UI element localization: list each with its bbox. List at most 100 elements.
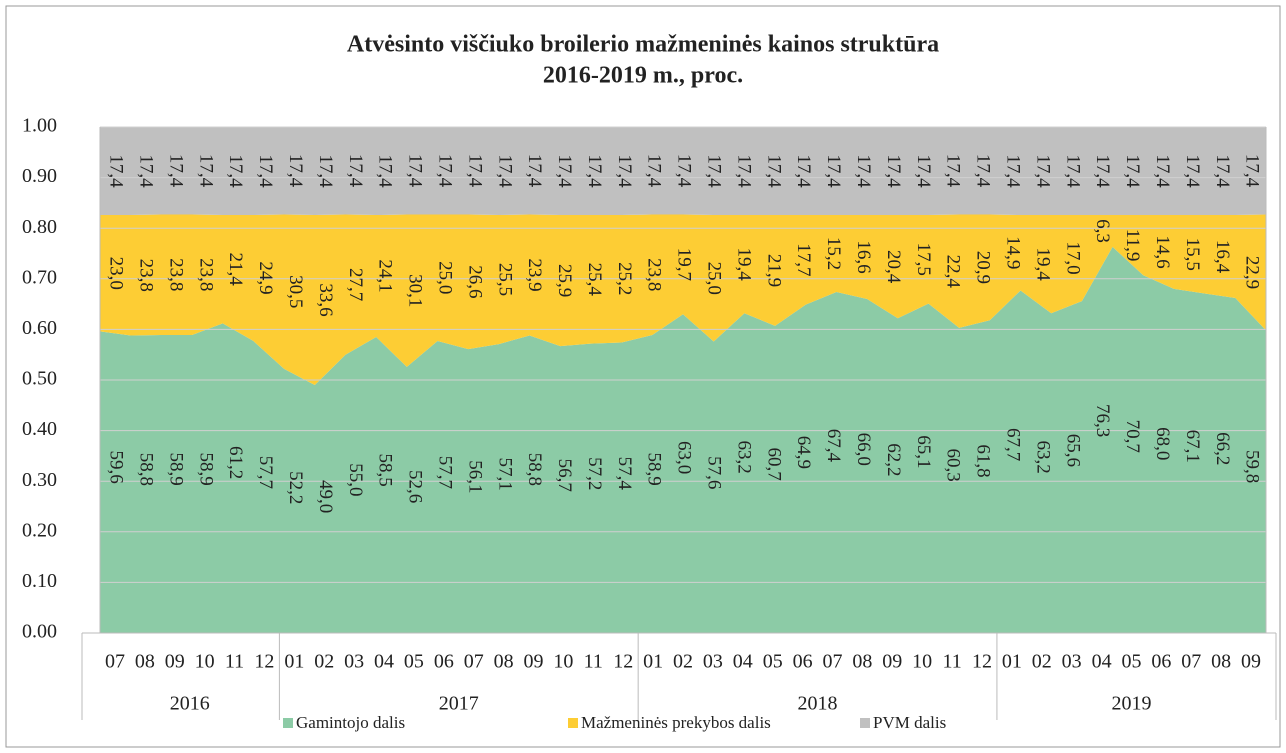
data-label: 30,5 [285, 275, 306, 308]
data-label: 17,4 [554, 154, 575, 188]
data-label: 25,0 [434, 261, 455, 294]
data-label: 17,4 [405, 154, 426, 188]
data-label: 25,5 [494, 263, 515, 296]
x-tick-label: 02 [314, 651, 334, 673]
data-label: 6,3 [1092, 219, 1113, 243]
data-label: 61,8 [973, 444, 994, 477]
data-label: 17,4 [913, 154, 934, 188]
data-label: 57,6 [704, 456, 725, 489]
data-label: 58,9 [644, 452, 665, 485]
data-label: 67,4 [823, 429, 844, 463]
x-tick-label: 11 [584, 651, 603, 673]
data-label: 20,9 [973, 251, 994, 284]
x-tick-label: 05 [763, 651, 783, 673]
x-tick-label: 08 [135, 651, 155, 673]
y-tick-label: 0.20 [22, 519, 57, 541]
data-label: 17,5 [913, 243, 934, 276]
x-tick-label: 08 [1211, 651, 1231, 673]
data-label: 17,4 [733, 154, 754, 188]
data-label: 19,7 [674, 248, 695, 281]
data-label: 17,0 [1062, 241, 1083, 274]
x-tick-label: 12 [254, 651, 274, 673]
x-tick-label: 04 [1092, 651, 1112, 673]
data-label: 62,2 [883, 443, 904, 476]
data-label: 63,2 [733, 440, 754, 473]
data-label: 59,6 [106, 451, 127, 484]
data-label: 17,4 [434, 154, 455, 188]
x-tick-label: 06 [434, 651, 454, 673]
group-label: 2019 [1111, 693, 1151, 715]
data-label: 17,4 [1182, 154, 1203, 188]
data-label: 58,9 [195, 452, 216, 485]
x-tick-label: 03 [344, 651, 364, 673]
data-label: 17,4 [973, 154, 994, 188]
data-label: 14,6 [1152, 235, 1173, 268]
x-tick-label: 08 [852, 651, 872, 673]
y-tick-label: 0.40 [22, 418, 57, 440]
data-label: 19,4 [733, 248, 754, 282]
x-tick-label: 10 [553, 651, 573, 673]
data-labels: 59,6 58,8 58,9 58,9 61,2 57,7 52,2 49,0 55,0 58,5… [106, 154, 1263, 513]
data-label: 57,1 [494, 457, 515, 490]
y-tick-label: 0.10 [22, 570, 57, 592]
x-tick-label: 07 [1181, 651, 1201, 673]
data-label: 49,0 [315, 480, 336, 513]
data-label: 17,4 [1122, 154, 1143, 188]
x-tick-label: 09 [882, 651, 902, 673]
legend-label: Mažmeninės prekybos dalis [581, 713, 771, 732]
data-label: 59,8 [1242, 450, 1263, 483]
x-tick-label: 10 [912, 651, 932, 673]
data-label: 56,7 [554, 459, 575, 492]
y-tick-label: 0.00 [22, 621, 57, 643]
data-label: 17,4 [255, 154, 276, 188]
x-tick-label: 02 [673, 651, 693, 673]
data-label: 61,2 [225, 446, 246, 479]
data-label: 25,2 [614, 262, 635, 295]
legend-swatch [568, 718, 578, 728]
data-label: 23,8 [195, 258, 216, 291]
data-label: 17,4 [823, 154, 844, 188]
data-label: 17,4 [763, 154, 784, 188]
data-label: 21,9 [763, 254, 784, 287]
data-label: 63,2 [1032, 440, 1053, 473]
data-label: 17,4 [943, 154, 964, 188]
data-label: 65,6 [1062, 434, 1083, 467]
data-label: 17,4 [584, 154, 605, 188]
y-tick-label: 1.00 [22, 115, 57, 137]
data-label: 33,6 [315, 283, 336, 316]
data-label: 17,4 [524, 154, 545, 188]
data-label: 17,4 [225, 154, 246, 188]
data-label: 23,0 [106, 257, 127, 290]
data-label: 66,0 [853, 433, 874, 466]
data-label: 17,4 [614, 154, 635, 188]
data-label: 60,7 [763, 447, 784, 480]
data-label: 17,4 [883, 154, 904, 188]
y-tick-label: 0.50 [22, 368, 57, 390]
data-label: 17,4 [1092, 154, 1113, 188]
data-label: 20,4 [883, 250, 904, 284]
legend-swatch [283, 718, 293, 728]
data-label: 55,0 [345, 463, 366, 496]
data-label: 63,0 [674, 441, 695, 474]
group-label: 2017 [439, 693, 479, 715]
data-label: 17,4 [1242, 154, 1263, 188]
data-label: 70,7 [1122, 420, 1143, 453]
data-label: 17,4 [1212, 154, 1233, 188]
x-tick-label: 07 [105, 651, 125, 673]
data-label: 24,9 [255, 261, 276, 294]
data-label: 17,4 [345, 154, 366, 188]
area [100, 246, 1266, 633]
data-label: 17,4 [644, 154, 665, 188]
x-tick-label: 01 [643, 651, 663, 673]
x-tick-label: 09 [524, 651, 544, 673]
data-label: 17,4 [315, 154, 336, 188]
area [100, 126, 1266, 216]
data-label: 17,4 [674, 154, 695, 188]
data-label: 17,4 [494, 154, 515, 188]
data-label: 68,0 [1152, 427, 1173, 460]
data-label: 23,8 [644, 258, 665, 291]
legend-label: Gamintojo dalis [296, 713, 405, 732]
x-tick-label: 03 [1062, 651, 1082, 673]
data-label: 58,8 [135, 453, 156, 486]
data-label: 52,2 [285, 471, 306, 504]
